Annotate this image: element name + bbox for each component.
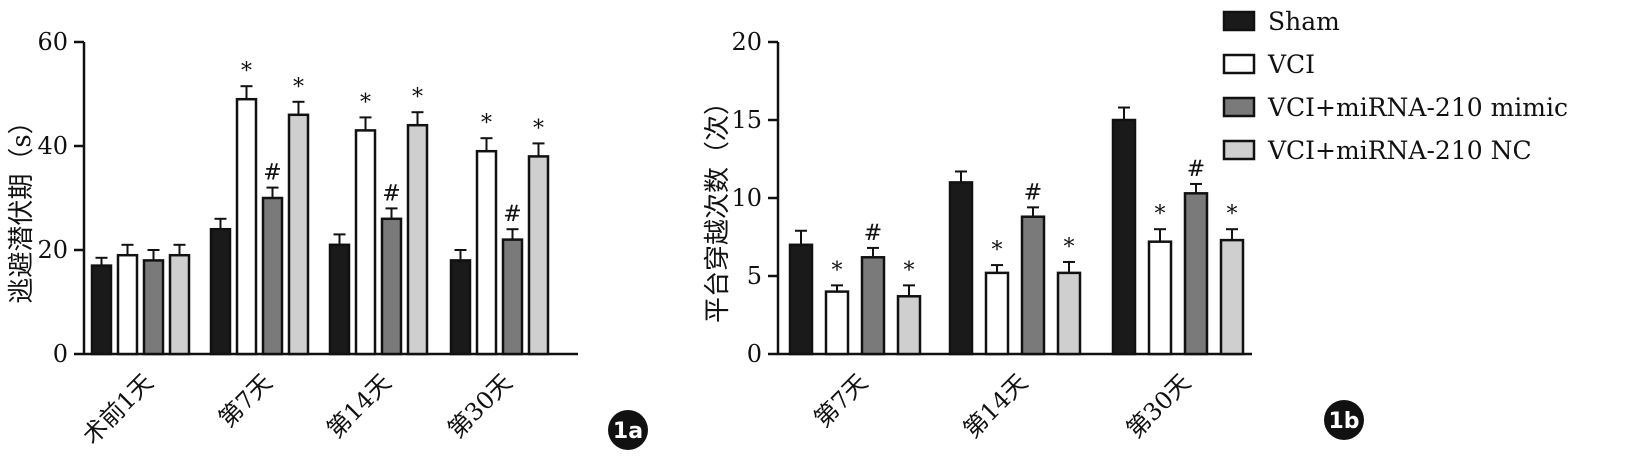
- bar: [287, 113, 310, 356]
- bar: [501, 238, 524, 356]
- chart-legend: Sham VCI VCI+miRNA-210 mimic VCI+miRNA-210 …: [1222, 7, 1568, 165]
- y-tick-label: 40: [37, 132, 68, 160]
- significance-star: *: [412, 85, 423, 110]
- bar: [90, 264, 113, 356]
- bar: [380, 217, 403, 356]
- x-category-label: 第7天: [213, 368, 278, 433]
- bar: [1020, 215, 1046, 356]
- bar: [860, 256, 886, 356]
- x-category-label: 第30天: [442, 368, 517, 443]
- significance-star: *: [992, 238, 1003, 263]
- panel-a-badge: 1a: [608, 410, 648, 450]
- significance-star: *: [481, 111, 492, 136]
- significance-star: *: [533, 116, 544, 141]
- bar: [1056, 271, 1082, 356]
- y-axis-label: 逃避潜伏期（s）: [7, 108, 37, 303]
- y-tick-label: 5: [747, 262, 762, 290]
- bar: [354, 129, 377, 356]
- bar: [896, 295, 922, 356]
- y-axis-label: 平台穿越次数（次）: [703, 89, 733, 323]
- x-category-label: 第14天: [321, 368, 396, 443]
- bar: [116, 253, 139, 356]
- y-tick-label: 0: [747, 340, 762, 368]
- bar: [142, 259, 165, 356]
- y-tick-label: 0: [53, 340, 68, 368]
- y-tick-label: 60: [37, 28, 68, 56]
- significance-star: *: [1155, 202, 1166, 227]
- bar: [209, 227, 232, 356]
- bar: [235, 97, 258, 356]
- y-tick-label: 15: [731, 106, 762, 134]
- bar: [824, 290, 850, 356]
- significance-star: *: [832, 258, 843, 283]
- bar: [406, 123, 429, 356]
- significance-star: *: [360, 90, 371, 115]
- panel-b-badge: 1b: [1324, 400, 1364, 440]
- legend-swatch: [1222, 10, 1256, 32]
- significance-hash: #: [382, 181, 400, 206]
- bar: [328, 243, 351, 356]
- significance-star: *: [904, 258, 915, 283]
- x-category-label: 第30天: [1121, 368, 1196, 443]
- significance-hash: #: [263, 161, 281, 186]
- legend-swatch: [1222, 53, 1256, 75]
- x-category-label: 第14天: [958, 368, 1033, 443]
- significance-hash: #: [864, 221, 882, 246]
- legend-label: Sham: [1268, 7, 1340, 36]
- significance-star: *: [293, 75, 304, 100]
- y-tick-label: 20: [37, 236, 68, 264]
- bar: [1183, 192, 1209, 356]
- bar: [1147, 240, 1173, 356]
- bar: [984, 271, 1010, 356]
- bar: [475, 149, 498, 356]
- legend-label: VCI: [1267, 50, 1315, 79]
- legend-label: VCI+miRNA-210 mimic: [1267, 93, 1568, 122]
- y-tick-label: 10: [731, 184, 762, 212]
- bar: [261, 196, 284, 356]
- significance-hash: #: [1187, 157, 1205, 182]
- chart-panel-b: 0 5 10 15 20 平台穿越次数（次） * # * 第7天 * # * 第14天 * # * 第30天: [703, 28, 1252, 444]
- x-category-label: 术前1天: [77, 368, 159, 450]
- significance-hash: #: [503, 202, 521, 227]
- y-tick-label: 20: [731, 28, 762, 56]
- significance-star: *: [241, 59, 252, 84]
- panel-a-badge-label: 1a: [613, 419, 643, 444]
- x-category-label: 第7天: [809, 368, 874, 433]
- significance-star: *: [1227, 202, 1238, 227]
- bar: [948, 181, 974, 356]
- bar: [1219, 238, 1245, 356]
- panel-b-badge-label: 1b: [1328, 409, 1359, 434]
- legend-swatch: [1222, 139, 1256, 161]
- bar: [527, 155, 550, 356]
- bar: [788, 243, 814, 356]
- significance-hash: #: [1024, 180, 1042, 205]
- significance-star: *: [1064, 235, 1075, 260]
- legend-label: VCI+miRNA-210 NC: [1267, 136, 1532, 165]
- bar: [449, 259, 472, 356]
- chart-panel-a: 0 20 40 60 逃避潜伏期（s） 术前1天 * # * 第7天 * # * 第14天 * # * 第30天: [7, 28, 578, 450]
- bar: [168, 253, 191, 356]
- bar: [1111, 118, 1137, 356]
- legend-swatch: [1222, 96, 1256, 118]
